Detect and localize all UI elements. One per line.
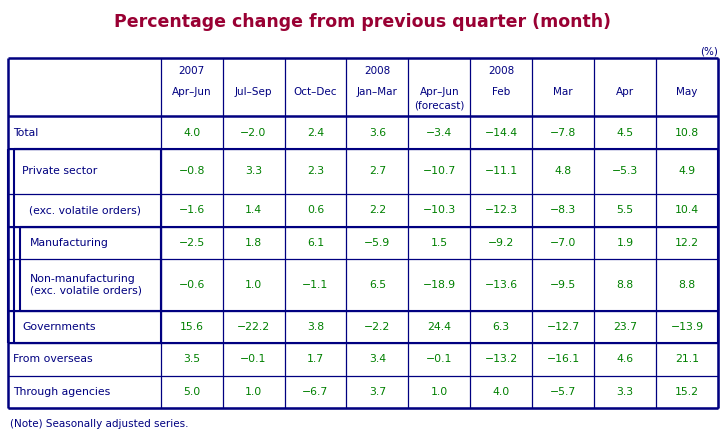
Text: Oct–Dec: Oct–Dec — [294, 87, 337, 97]
Text: Mar: Mar — [553, 87, 573, 97]
Text: 24.4: 24.4 — [428, 322, 452, 332]
Text: 8.8: 8.8 — [679, 280, 696, 290]
Text: 4.0: 4.0 — [493, 387, 510, 397]
Text: 1.7: 1.7 — [307, 355, 324, 365]
Text: 3.3: 3.3 — [616, 387, 634, 397]
Text: 6.3: 6.3 — [493, 322, 510, 332]
Text: 3.7: 3.7 — [369, 387, 386, 397]
Text: 3.6: 3.6 — [369, 128, 386, 138]
Text: (exc. volatile orders): (exc. volatile orders) — [22, 205, 141, 215]
Text: 0.6: 0.6 — [307, 205, 324, 215]
Text: 3.3: 3.3 — [245, 166, 262, 177]
Text: 10.4: 10.4 — [675, 205, 699, 215]
Text: −5.9: −5.9 — [364, 238, 391, 248]
Text: 10.8: 10.8 — [675, 128, 699, 138]
Text: 4.9: 4.9 — [679, 166, 696, 177]
Text: Apr–Jun: Apr–Jun — [172, 87, 211, 97]
Text: 6.5: 6.5 — [369, 280, 386, 290]
Text: −11.1: −11.1 — [485, 166, 518, 177]
Text: Total: Total — [13, 128, 38, 138]
Text: −2.0: −2.0 — [240, 128, 266, 138]
Text: 2008: 2008 — [364, 66, 391, 76]
Text: Manufacturing: Manufacturing — [30, 238, 109, 248]
Text: −18.9: −18.9 — [423, 280, 456, 290]
Text: May: May — [677, 87, 698, 97]
Text: −7.8: −7.8 — [550, 128, 576, 138]
Text: 5.0: 5.0 — [183, 387, 200, 397]
Text: −13.9: −13.9 — [671, 322, 703, 332]
Text: 8.8: 8.8 — [616, 280, 634, 290]
Text: −9.2: −9.2 — [488, 238, 515, 248]
Text: 1.4: 1.4 — [245, 205, 262, 215]
Text: Governments: Governments — [22, 322, 96, 332]
Text: 6.1: 6.1 — [307, 238, 324, 248]
Text: Apr–Jun: Apr–Jun — [420, 87, 459, 97]
Text: 2008: 2008 — [488, 66, 515, 76]
Text: −1.1: −1.1 — [302, 280, 329, 290]
Text: −8.3: −8.3 — [550, 205, 576, 215]
Text: −1.6: −1.6 — [179, 205, 205, 215]
Text: 4.6: 4.6 — [616, 355, 634, 365]
Text: −2.2: −2.2 — [364, 322, 391, 332]
Text: From overseas: From overseas — [13, 355, 93, 365]
Text: −3.4: −3.4 — [426, 128, 452, 138]
Text: −10.3: −10.3 — [423, 205, 456, 215]
Text: −0.1: −0.1 — [426, 355, 452, 365]
Text: 2.2: 2.2 — [369, 205, 386, 215]
Text: 4.8: 4.8 — [555, 166, 572, 177]
Text: 2.3: 2.3 — [307, 166, 324, 177]
Text: −6.7: −6.7 — [302, 387, 329, 397]
Text: −0.6: −0.6 — [179, 280, 205, 290]
Text: −13.6: −13.6 — [485, 280, 518, 290]
Text: −13.2: −13.2 — [485, 355, 518, 365]
Text: 23.7: 23.7 — [613, 322, 637, 332]
Text: Jul–Sep: Jul–Sep — [234, 87, 272, 97]
Text: −5.3: −5.3 — [612, 166, 638, 177]
Text: 1.0: 1.0 — [431, 387, 448, 397]
Text: −2.5: −2.5 — [179, 238, 205, 248]
Text: (forecast): (forecast) — [414, 101, 465, 111]
Text: 1.0: 1.0 — [245, 387, 262, 397]
Text: Jan–Mar: Jan–Mar — [357, 87, 398, 97]
Text: 12.2: 12.2 — [675, 238, 699, 248]
Text: Feb: Feb — [492, 87, 510, 97]
Text: 1.8: 1.8 — [245, 238, 262, 248]
Text: 1.5: 1.5 — [431, 238, 448, 248]
Text: −12.7: −12.7 — [547, 322, 580, 332]
Text: 2.4: 2.4 — [307, 128, 324, 138]
Text: −9.5: −9.5 — [550, 280, 576, 290]
Text: 21.1: 21.1 — [675, 355, 699, 365]
Text: 5.5: 5.5 — [616, 205, 634, 215]
Text: 4.5: 4.5 — [616, 128, 634, 138]
Text: 15.6: 15.6 — [179, 322, 203, 332]
Text: Apr: Apr — [616, 87, 635, 97]
Text: −10.7: −10.7 — [423, 166, 456, 177]
Text: 1.0: 1.0 — [245, 280, 262, 290]
Text: 1.9: 1.9 — [616, 238, 634, 248]
Text: (%): (%) — [700, 47, 718, 57]
Text: Non-manufacturing
(exc. volatile orders): Non-manufacturing (exc. volatile orders) — [30, 274, 142, 296]
Text: 3.5: 3.5 — [183, 355, 200, 365]
Text: −0.8: −0.8 — [179, 166, 205, 177]
Text: 3.4: 3.4 — [369, 355, 386, 365]
Text: Private sector: Private sector — [22, 166, 97, 177]
Text: 15.2: 15.2 — [675, 387, 699, 397]
Text: 3.8: 3.8 — [307, 322, 324, 332]
Text: −16.1: −16.1 — [547, 355, 580, 365]
Text: 2007: 2007 — [179, 66, 205, 76]
Text: −22.2: −22.2 — [237, 322, 270, 332]
Text: 4.0: 4.0 — [183, 128, 200, 138]
Text: Percentage change from previous quarter (month): Percentage change from previous quarter … — [115, 13, 611, 31]
Text: −0.1: −0.1 — [240, 355, 266, 365]
Text: −5.7: −5.7 — [550, 387, 576, 397]
Text: (Note) Seasonally adjusted series.: (Note) Seasonally adjusted series. — [10, 419, 189, 429]
Text: −14.4: −14.4 — [485, 128, 518, 138]
Text: Through agencies: Through agencies — [13, 387, 110, 397]
Text: 2.7: 2.7 — [369, 166, 386, 177]
Text: −7.0: −7.0 — [550, 238, 576, 248]
Text: −12.3: −12.3 — [485, 205, 518, 215]
